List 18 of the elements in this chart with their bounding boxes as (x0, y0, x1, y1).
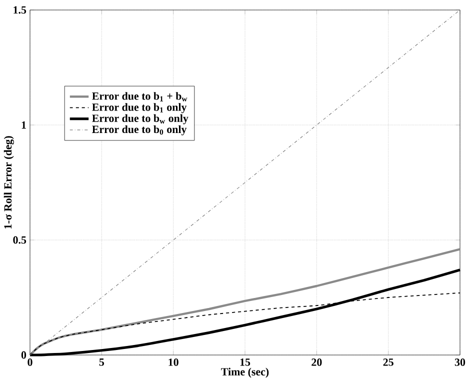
x-tick-label: 0 (28, 358, 32, 366)
y-axis-title: 1-σ Roll Error (deg) (4, 136, 14, 228)
legend-label: Error due to b$_{1}$ only (92, 103, 187, 114)
x-tick-label: 30 (454, 358, 466, 366)
legend-label: Error due to b$_{0}$ only (92, 125, 187, 136)
x-tick-label: 15 (240, 358, 250, 366)
x-tick-label: 20 (312, 358, 322, 366)
x-tick-label: 10 (168, 358, 178, 366)
y-tick-label: 0.5 (13, 236, 26, 244)
x-tick-label: 5 (99, 358, 104, 366)
y-tick-label: 1.5 (14, 6, 26, 14)
line-series (28, 248, 462, 356)
legend-label: Error due to b$_{w}$ only (92, 114, 188, 124)
x-axis-title: Time (sec) (221, 368, 269, 378)
legend-label: Error due to b$_{1}$ + b$_{w}$ (92, 92, 188, 102)
x-tick-label: 25 (383, 358, 394, 366)
y-tick-label: 1 (22, 121, 26, 129)
y-tick-label: 0 (21, 351, 26, 359)
